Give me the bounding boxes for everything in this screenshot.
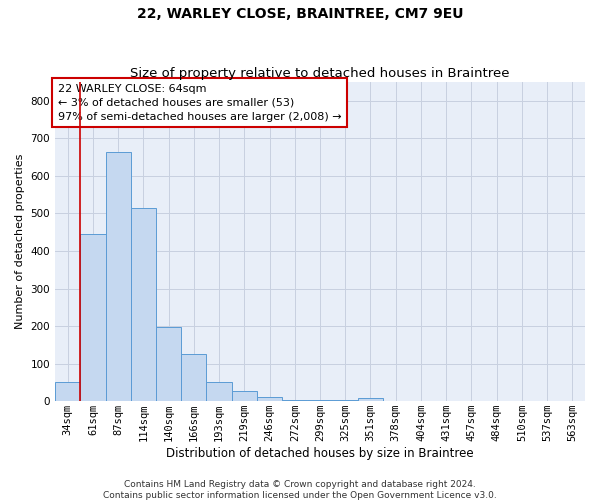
Bar bbox=[206, 382, 232, 401]
Text: Contains HM Land Registry data © Crown copyright and database right 2024.
Contai: Contains HM Land Registry data © Crown c… bbox=[103, 480, 497, 500]
Bar bbox=[80, 234, 106, 401]
Bar bbox=[332, 400, 358, 401]
Y-axis label: Number of detached properties: Number of detached properties bbox=[15, 154, 25, 330]
Title: Size of property relative to detached houses in Braintree: Size of property relative to detached ho… bbox=[130, 66, 510, 80]
Text: 22 WARLEY CLOSE: 64sqm
← 3% of detached houses are smaller (53)
97% of semi-deta: 22 WARLEY CLOSE: 64sqm ← 3% of detached … bbox=[58, 84, 341, 122]
Bar bbox=[131, 208, 156, 401]
Bar bbox=[181, 354, 206, 401]
Bar bbox=[232, 391, 257, 401]
Bar bbox=[55, 382, 80, 401]
Bar bbox=[257, 398, 282, 401]
Bar bbox=[282, 400, 307, 401]
Bar bbox=[307, 400, 332, 401]
Bar bbox=[156, 327, 181, 401]
Text: 22, WARLEY CLOSE, BRAINTREE, CM7 9EU: 22, WARLEY CLOSE, BRAINTREE, CM7 9EU bbox=[137, 8, 463, 22]
Bar bbox=[106, 152, 131, 401]
Bar bbox=[358, 398, 383, 401]
X-axis label: Distribution of detached houses by size in Braintree: Distribution of detached houses by size … bbox=[166, 447, 474, 460]
